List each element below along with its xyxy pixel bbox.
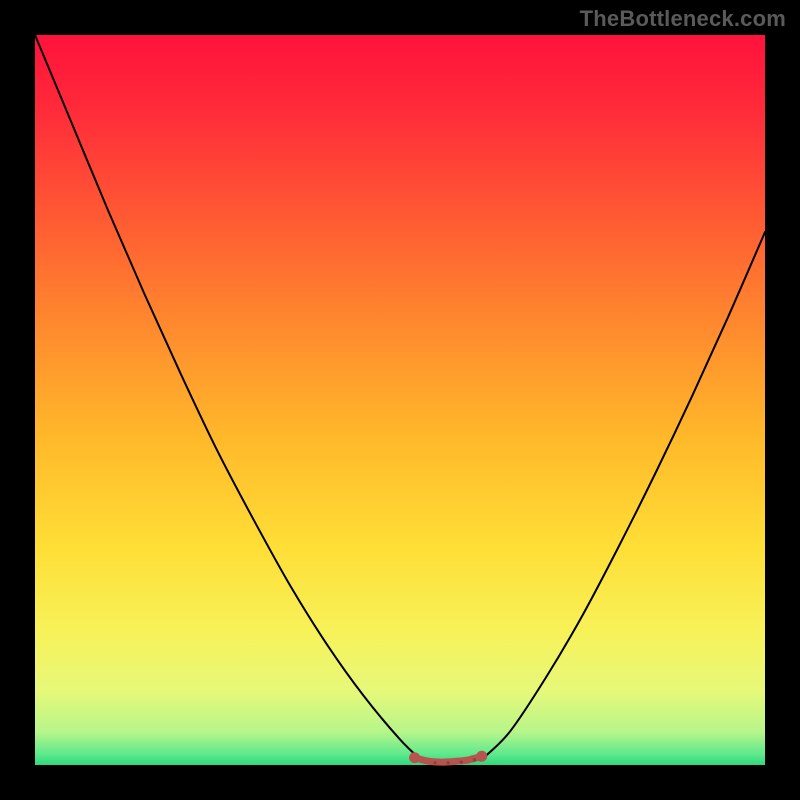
plot-area bbox=[35, 35, 765, 765]
trough-mid-dot bbox=[433, 761, 436, 764]
trough-mid-dot bbox=[447, 761, 450, 764]
trough-end-dot-left bbox=[409, 752, 420, 763]
bottleneck-chart bbox=[0, 0, 800, 800]
trough-mid-dot bbox=[460, 760, 463, 763]
watermark-text: TheBottleneck.com bbox=[580, 6, 786, 32]
trough-mid-dot bbox=[473, 758, 476, 761]
chart-container: TheBottleneck.com bbox=[0, 0, 800, 800]
trough-end-dot-right bbox=[476, 751, 487, 762]
